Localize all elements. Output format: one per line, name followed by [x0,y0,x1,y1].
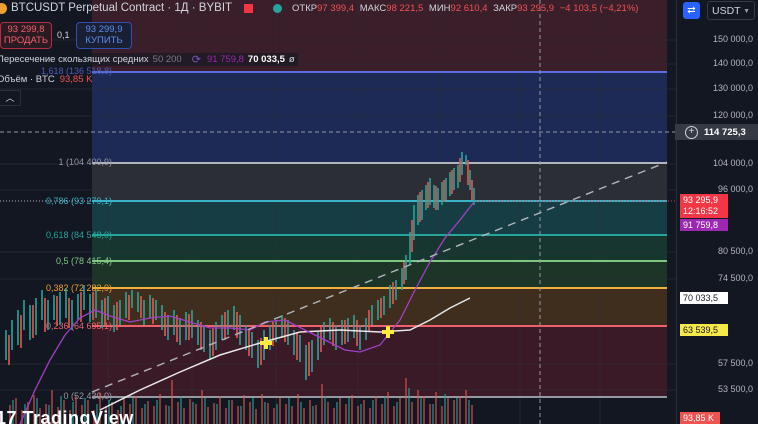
axis-tick: 96 000,0 [717,184,753,194]
symbol-title[interactable]: BTCUSDT Perpetual Contract · 1Д · BYBIT [11,2,233,14]
ma-cross-legend[interactable]: Пересечение скользящих средних 50 200 ⟳ … [0,53,298,66]
volume-name: Объём · BTC [0,74,55,85]
compare-button[interactable]: ⇄ [683,2,700,19]
crosshair [0,0,676,424]
candlesticks [5,152,475,380]
fib-label-0382: 0,382 (72 282,9) [45,283,112,293]
currency-value: USDT [712,5,741,17]
axis-tick: 57 500,0 [717,358,753,368]
sell-label: ПРОДАТЬ [3,35,49,46]
watermark-text: TradingView [22,408,134,424]
chart-pane[interactable]: 1,618 (136 518,8) 1 (104 400,9) 0,786 (9… [0,0,676,424]
sell-price: 93 299,8 [7,24,45,35]
symbol-logo-icon [0,2,7,14]
axis-tick: 140 000,0 [712,58,753,68]
tradingview-logo-icon: 17 [0,408,18,424]
tradingview-watermark[interactable]: 17 TradingView [0,408,134,424]
fib-zone-0382-0236 [92,288,667,326]
last-price-badge: 93 295,9 12:16:52 [680,194,728,218]
market-open-icon [273,3,283,13]
hidden-icon[interactable]: ø [288,54,295,65]
price-series [5,152,668,424]
fib-zone-1618-1 [92,72,667,163]
grid [0,0,676,424]
fib-line-1[interactable] [92,162,667,164]
ma-fast-badge: 91 759,8 [680,219,728,231]
ohlc-values: ОТКР97 399,4 МАКС98 221,5 МИН92 610,4 ЗА… [292,3,638,14]
trend-line [91,161,668,393]
ma-cross-name: Пересечение скользящих средних [0,54,149,65]
add-alert-icon[interactable]: + [685,125,698,139]
axis-tick: 53 500,0 [717,384,753,394]
fib-label-1: 1 (104 400,9) [58,157,112,167]
ma-slow-line [99,297,471,411]
axis-tick: 80 500,0 [717,246,753,256]
loading-icon: ⟳ [191,54,201,66]
last-price: 93 295,9 [683,195,719,205]
axis-tick: 74 500,0 [717,273,753,283]
fib-zone-0786-0618 [92,201,667,235]
flag-icon[interactable] [244,3,254,13]
low-label: МИН [428,2,451,14]
symbol-legend[interactable]: BTCUSDT Perpetual Contract · 1Д · BYBIT … [0,2,638,14]
fib-line-0618[interactable] [92,234,667,236]
chevron-down-icon: ▼ [743,8,750,15]
ma-cross-params: 50 200 [152,54,182,65]
fib-label-0: 0 (52 430,0) [63,391,112,401]
fib-line-1618[interactable] [92,71,667,73]
spread-value: 0,1 [57,30,70,40]
fib-line-0[interactable] [92,396,667,398]
ma-slow-value: 70 033,5 [247,54,285,65]
axis-tick: 130 000,0 [712,83,753,93]
fib-line-0382[interactable] [92,287,667,289]
fib-label-0618: 0,618 (84 548,0) [45,230,112,240]
fib-label-05: 0,5 (78 415,4) [55,256,112,266]
volume-badge: 93,85 K [680,412,720,424]
axis-tick: 104 000,0 [712,158,753,168]
ma-cross-markers [260,326,394,349]
volume-bars [9,378,473,424]
crosshair-price: 114 725,3 [704,126,746,138]
fib-zone-1-0786 [92,163,667,201]
crosshair-price-badge[interactable]: + 114 725,3 [675,124,758,140]
ma-fast-line [19,201,475,424]
ma-fast-value: 91 759,8 [206,54,244,65]
low-value: 92 610,4 [450,2,488,14]
chevron-up-icon: ︿ [5,93,15,103]
fib-zone-05-0382 [92,261,667,288]
open-value: 97 399,4 [317,2,355,14]
fib-label-0236: 0,236 (64 695,1) [45,321,112,331]
compare-icon: ⇄ [687,5,696,16]
volume-value: 93,85 K [59,74,93,85]
bar-countdown: 12:16:52 [683,206,719,216]
sell-button[interactable]: 93 299,8 ПРОДАТЬ [0,22,52,49]
price-axis[interactable]: ⇄ USDT ▼ 150 000,0 140 000,0 130 000,0 1… [675,0,758,424]
buy-label: КУПИТЬ [85,35,123,46]
buy-price: 93 299,9 [85,24,123,35]
open-label: ОТКР [292,2,318,14]
high-value: 98 221,5 [386,2,424,14]
currency-select[interactable]: USDT ▼ [707,1,755,20]
ma-slow-badge: 70 033,5 [680,292,728,304]
collapse-legend-button[interactable]: ︿ [0,90,21,106]
buy-button[interactable]: 93 299,9 КУПИТЬ [76,22,132,49]
close-label: ЗАКР [493,2,518,14]
volume-legend[interactable]: Объём · BTC 93,85 K [0,74,92,85]
fib-line-05[interactable] [92,260,667,262]
close-value: 93 295,9 [517,2,555,14]
fib-zone-0618-05 [92,235,667,261]
fib-zone-0236-0 [92,326,667,397]
change-value: −4 103,5 (−4,21%) [559,2,639,14]
cross-price-badge: 63 539,5 [680,324,728,336]
fib-line-0236[interactable] [92,325,667,327]
axis-tick: 150 000,0 [712,34,753,44]
fib-label-1618: 1,618 (136 518,8) [40,66,112,76]
high-label: МАКС [359,2,387,14]
fib-line-0786[interactable] [92,200,667,202]
axis-tick: 120 000,0 [712,110,753,120]
